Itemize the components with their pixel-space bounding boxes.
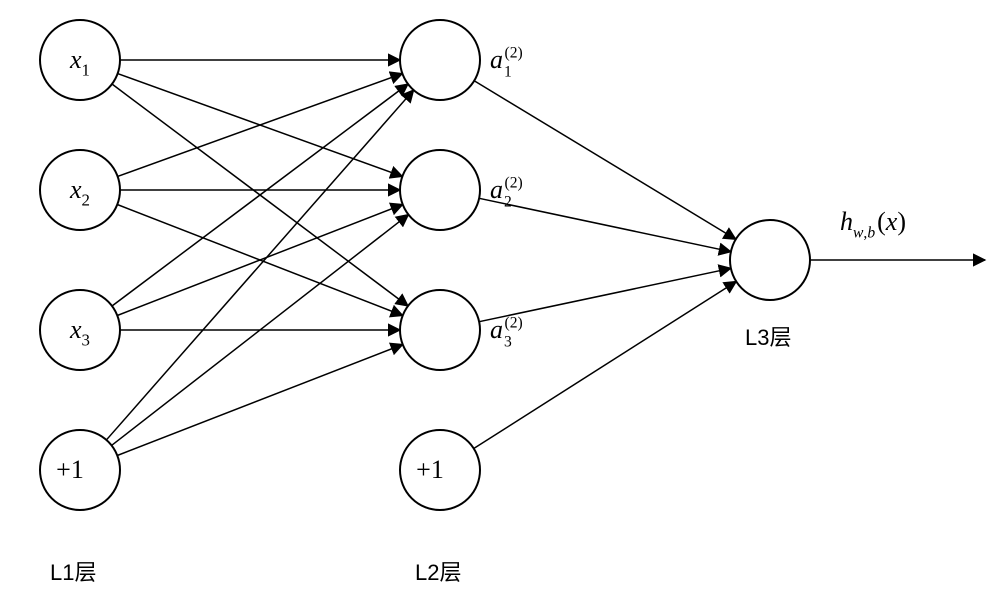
label-output: hw,b(x)	[840, 207, 906, 241]
edge-a1-h	[474, 81, 736, 240]
edge-b1-a3	[117, 345, 402, 456]
edge-b2-h	[474, 281, 737, 448]
nodes-group	[40, 20, 810, 510]
layer-label-L2: L2层	[415, 560, 461, 585]
node-a1	[400, 20, 480, 100]
node-a2	[400, 150, 480, 230]
label-a2: a2(2)	[490, 175, 523, 211]
node-a3	[400, 290, 480, 370]
neural-network-diagram: x1x2x3+1a1(2)a2(2)a3(2)+1hw,b(x)L1层L2层L3…	[0, 0, 1000, 609]
label-a1: a1(2)	[490, 45, 523, 81]
layer-label-L3: L3层	[745, 325, 791, 350]
layer-label-L1: L1层	[50, 560, 96, 585]
edge-a2-h	[479, 198, 731, 251]
edge-b1-a1	[106, 90, 413, 440]
edges-group	[106, 60, 985, 456]
label-b2: +1	[416, 455, 444, 484]
label-b1: +1	[56, 455, 84, 484]
node-h	[730, 220, 810, 300]
label-a3: a3(2)	[490, 315, 523, 351]
